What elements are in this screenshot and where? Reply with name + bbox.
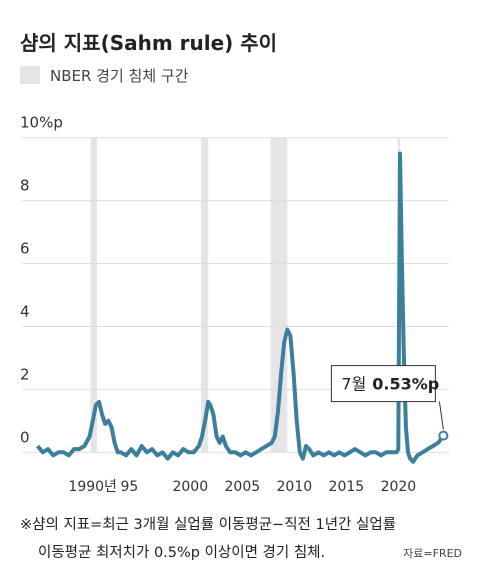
recession-band — [90, 137, 97, 453]
y-tick-label: 8 — [20, 177, 30, 195]
legend-label: NBER 경기 침체 구간 — [50, 67, 189, 85]
note: 이동평균 최저치가 0.5%p 이상이면 경기 침체. — [38, 544, 325, 561]
y-tick-label: 4 — [20, 302, 30, 320]
data-point — [438, 430, 449, 441]
callout-line — [438, 401, 444, 430]
x-tick-label: 2005 — [225, 479, 261, 495]
legend-swatch — [20, 66, 40, 84]
x-tick-label: 95 — [120, 479, 138, 495]
value-label: 0.53%p — [372, 375, 439, 394]
callout-month: 7월 — [341, 375, 366, 394]
recession-band — [200, 137, 209, 453]
y-tick-label: 10%p — [20, 114, 63, 132]
y-tick-label: 6 — [20, 240, 30, 258]
source: 자료=FRED — [403, 547, 462, 560]
y-tick-label: 0 — [20, 428, 30, 446]
plot: 0 2 4 6 8 10%p 1990년 95 2000 2005 2010 2015 2020 7월 0.… — [20, 114, 449, 495]
x-tick-label: 2000 — [172, 479, 208, 495]
x-tick-label: 2010 — [277, 479, 313, 495]
x-tick-label: 2015 — [329, 479, 365, 495]
note: ※샴의 지표=최근 3개월 실업률 이동평균−직전 1년간 실업률 — [20, 516, 396, 533]
x-tick-label: 1990년 — [68, 479, 117, 495]
data-line — [36, 151, 446, 464]
y-tick-label: 2 — [20, 365, 30, 383]
callout-text: 7월 0.53%p — [341, 375, 439, 394]
chart-title: 샴의 지표(Sahm rule) 추이 — [20, 31, 277, 55]
x-tick-label: 2020 — [381, 479, 417, 495]
recession-band — [270, 137, 288, 453]
callout-box — [330, 365, 436, 403]
